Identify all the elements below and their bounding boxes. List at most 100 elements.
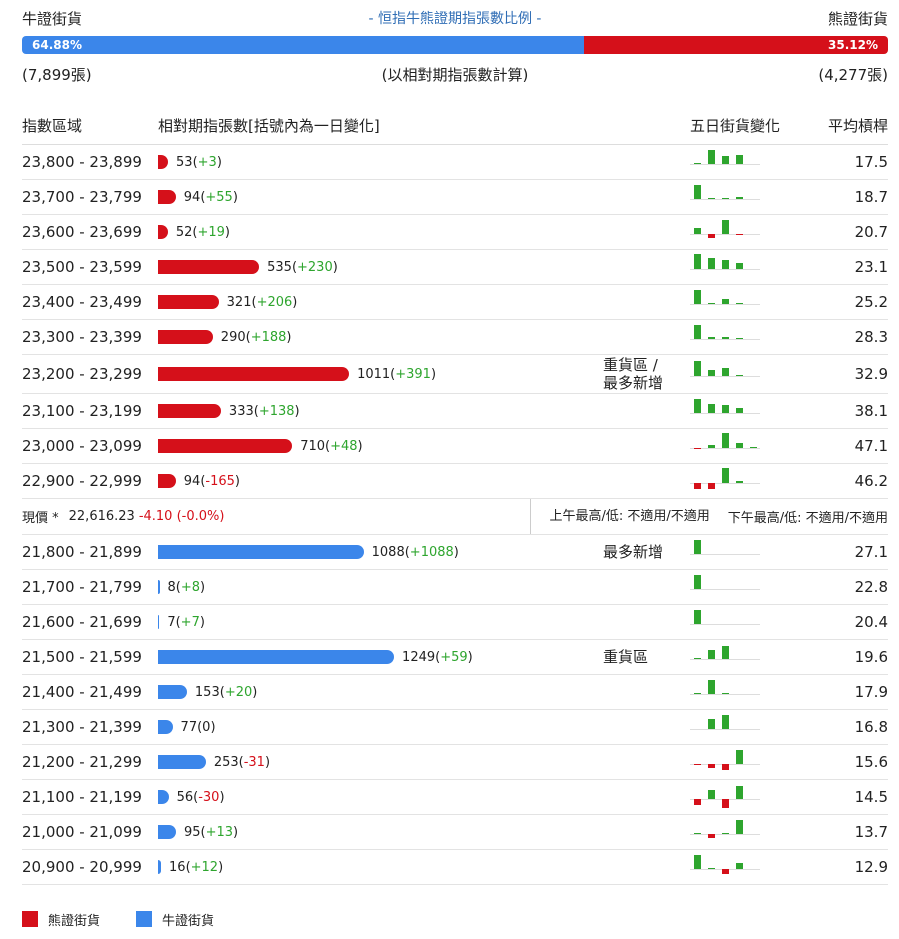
change: +55 <box>200 190 238 205</box>
change: +188 <box>246 330 292 345</box>
five-day-bar <box>722 433 729 448</box>
count-bar <box>158 580 160 594</box>
five-day-cell <box>690 747 770 777</box>
row: 21,000 - 21,099 95+13 13.7 <box>22 815 888 850</box>
count-cell: 153+20 <box>158 685 603 700</box>
five-day-chart <box>690 290 760 305</box>
five-day-chart <box>690 325 760 340</box>
change: -165 <box>200 474 240 489</box>
count: 153 <box>194 684 220 700</box>
five-day-bar <box>694 325 701 339</box>
price-label: 現價 * <box>22 511 59 526</box>
five-day-bar <box>736 155 743 164</box>
five-day-bar <box>722 468 729 483</box>
five-day-bar <box>694 658 701 659</box>
index-range: 21,000 - 21,099 <box>22 823 142 841</box>
five-day-chart <box>690 786 760 808</box>
count: 535 <box>267 259 292 275</box>
index-range: 23,500 - 23,599 <box>22 258 142 276</box>
five-day-bar <box>736 263 743 269</box>
five-day-chart <box>690 646 760 660</box>
change: +48 <box>325 439 363 454</box>
five-day-bar <box>694 290 701 304</box>
count: 1249 <box>402 649 436 665</box>
five-day-bar <box>736 750 743 764</box>
count-cell: 535+230 <box>158 260 603 275</box>
five-day-bar <box>736 303 743 304</box>
index-range: 23,200 - 23,299 <box>22 365 142 383</box>
five-day-bar <box>736 408 743 413</box>
leverage: 32.9 <box>854 365 888 383</box>
five-day-bar <box>694 610 701 624</box>
count: 56 <box>176 789 194 805</box>
index-range: 23,600 - 23,699 <box>22 223 142 241</box>
count-bar <box>158 155 169 169</box>
count-cell: 1088+1088 <box>158 545 603 560</box>
note-cell: 重貨區 <box>603 648 690 666</box>
five-day-bar <box>694 361 701 376</box>
count-bar <box>158 474 176 488</box>
five-day-bar <box>694 448 701 449</box>
five-day-bar <box>722 869 729 874</box>
index-range: 21,800 - 21,899 <box>22 543 142 561</box>
count-bar <box>158 720 173 734</box>
five-day-bar <box>708 764 715 768</box>
count-bar <box>158 685 187 699</box>
count-bar <box>158 755 206 769</box>
row: 23,100 - 23,199 333+138 38.1 <box>22 394 888 429</box>
count-bar <box>158 295 219 309</box>
bull-count: (7,899張) <box>22 65 92 84</box>
legend-label: 牛證街貨 <box>162 913 215 929</box>
leverage: 20.4 <box>854 613 888 631</box>
change: -31 <box>239 755 270 770</box>
five-day-bar <box>708 370 715 376</box>
row: 23,400 - 23,499 321+206 25.2 <box>22 285 888 320</box>
count: 53 <box>176 154 193 170</box>
leverage: 17.9 <box>854 683 888 701</box>
count-bar <box>158 404 221 418</box>
five-day-bar <box>736 234 743 235</box>
five-day-cell <box>690 217 770 247</box>
count-cell: 52+19 <box>158 225 603 240</box>
five-day-bar <box>722 368 729 376</box>
row: 21,600 - 21,699 7+7 20.4 <box>22 605 888 640</box>
five-day-bar <box>736 863 743 869</box>
leverage: 17.5 <box>854 153 888 171</box>
note: (以相對期指張數計算) <box>381 65 529 84</box>
row: 21,100 - 21,199 56-30 14.5 <box>22 780 888 815</box>
five-day-bar <box>694 764 701 765</box>
five-day-cell <box>690 607 770 637</box>
five-day-bar <box>708 404 715 413</box>
five-day-bar <box>694 185 701 199</box>
five-day-chart <box>690 610 760 625</box>
five-day-bar <box>694 799 701 805</box>
count: 333 <box>228 403 254 419</box>
column-headers: 指數區域 相對期指張數[括號內為一日變化] 五日街貨變化 平均槓桿 <box>22 106 888 145</box>
five-day-bar <box>694 483 701 489</box>
five-day-chart <box>690 820 760 838</box>
five-day-cell <box>690 782 770 812</box>
five-day-cell <box>690 322 770 352</box>
note: 最多新增 <box>603 543 664 561</box>
bear-count: (4,277張) <box>818 65 888 84</box>
count-bar <box>158 860 162 874</box>
five-day-cell <box>690 817 770 847</box>
five-day-cell <box>690 252 770 282</box>
five-day-bar <box>708 198 715 199</box>
am-range: 上午最高/低: 不適用/不適用 <box>530 499 710 534</box>
count-bar <box>158 790 169 804</box>
legend-item: 牛證街貨 <box>136 910 214 929</box>
index-range: 20,900 - 20,999 <box>22 858 142 876</box>
five-day-cell <box>690 431 770 461</box>
row: 21,300 - 21,399 770 16.8 <box>22 710 888 745</box>
title: - 恒指牛熊證期指張數比例 - <box>368 11 542 27</box>
five-day-bar <box>722 799 729 808</box>
five-day-bar <box>722 693 729 694</box>
five-day-bar <box>708 834 715 838</box>
five-day-cell <box>690 359 770 389</box>
note: 重貨區 / 最多新增 <box>603 356 664 392</box>
count-cell: 770 <box>158 720 603 735</box>
leverage: 22.8 <box>854 578 888 596</box>
price-change: -4.10 (-0.0%) <box>138 509 225 524</box>
count: 7 <box>167 614 176 630</box>
